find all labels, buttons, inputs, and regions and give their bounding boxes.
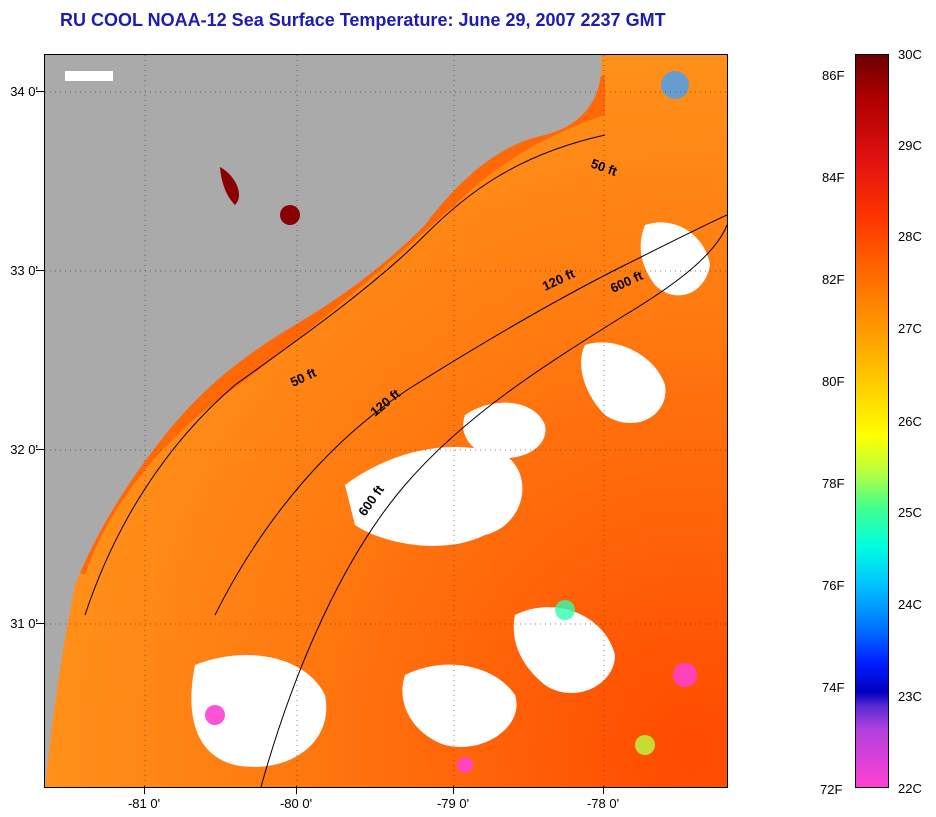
tick-lat-34 [36, 91, 44, 92]
lon-label-78: -78 0' [586, 796, 620, 811]
cloud-patch-4 [191, 655, 327, 767]
scale-c-22: 22C [898, 781, 922, 796]
cool-spot-4 [205, 705, 225, 725]
contour-50ft [84, 134, 606, 616]
scale-c-23: 23C [898, 689, 922, 704]
cloud-patch-3 [581, 342, 666, 424]
lat-label-33: 33 0' [10, 263, 38, 278]
scale-c-30: 30C [898, 47, 922, 62]
scale-f-78: 78F [822, 476, 845, 491]
lon-label-80: -80 0' [279, 796, 313, 811]
land-area [45, 55, 602, 787]
scale-f-84: 84F [822, 170, 845, 185]
lake-marker [65, 71, 113, 81]
cool-spot-6 [635, 735, 655, 755]
lake-dark [280, 205, 300, 225]
lon-label-81: -81 0' [127, 796, 161, 811]
sst-map-graphic: 50 ft 120 ft 600 ft 50 ft 120 ft 600 ft [45, 55, 727, 787]
sst-map: 50 ft 120 ft 600 ft 50 ft 120 ft 600 ft [44, 54, 728, 788]
cloud-patch-6 [513, 607, 615, 694]
scale-f-82: 82F [822, 272, 845, 287]
tick-lon-79 [453, 786, 454, 794]
scale-c-24: 24C [898, 597, 922, 612]
lat-label-31: 31 0' [10, 616, 38, 631]
scale-f-80: 80F [822, 374, 845, 389]
map-title: RU COOL NOAA-12 Sea Surface Temperature:… [60, 10, 666, 30]
cloud-patch-7 [640, 222, 710, 296]
scale-c-28: 28C [898, 229, 922, 244]
scale-f-76: 76F [822, 578, 845, 593]
inlet-top [220, 167, 240, 205]
scale-f-86: 86F [822, 68, 845, 83]
scale-f-72: 72F [820, 782, 843, 797]
scale-c-27: 27C [898, 321, 922, 336]
tick-lat-32 [36, 449, 44, 450]
scale-c-29: 29C [898, 138, 922, 153]
tick-lon-78 [603, 786, 604, 794]
cool-spot-5 [457, 757, 473, 773]
tick-lon-81 [144, 786, 145, 794]
tick-lon-80 [296, 786, 297, 794]
cool-spot-2 [555, 600, 575, 620]
contour-120ft [214, 214, 727, 616]
scale-c-25: 25C [898, 505, 922, 520]
scale-f-74: 74F [822, 680, 845, 695]
scale-c-26: 26C [898, 414, 922, 429]
contour-600ft [260, 224, 727, 787]
cloud-patch-2 [463, 402, 546, 459]
tick-lat-33 [36, 270, 44, 271]
cloud-patch-1 [345, 446, 523, 546]
lon-label-79: -79 0' [436, 796, 470, 811]
cloud-patch-5 [402, 664, 517, 747]
lat-label-32: 32 0' [10, 442, 38, 457]
cool-spot-1 [661, 71, 689, 99]
lat-label-34: 34 0' [10, 84, 38, 99]
color-scale-bar [855, 54, 889, 788]
tick-lat-31 [36, 623, 44, 624]
cool-spot-3 [673, 663, 697, 687]
